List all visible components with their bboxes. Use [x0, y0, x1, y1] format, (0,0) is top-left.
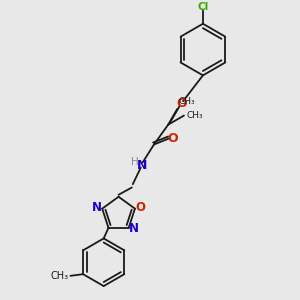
- Text: N: N: [92, 201, 102, 214]
- Text: H: H: [130, 157, 138, 167]
- Text: CH₃: CH₃: [50, 271, 68, 281]
- Text: O: O: [176, 97, 187, 110]
- Text: CH₃: CH₃: [178, 97, 195, 106]
- Text: O: O: [168, 132, 178, 145]
- Text: N: N: [129, 222, 139, 235]
- Text: Cl: Cl: [197, 2, 208, 12]
- Text: N: N: [137, 158, 148, 172]
- Text: CH₃: CH₃: [186, 111, 203, 120]
- Text: O: O: [135, 201, 145, 214]
